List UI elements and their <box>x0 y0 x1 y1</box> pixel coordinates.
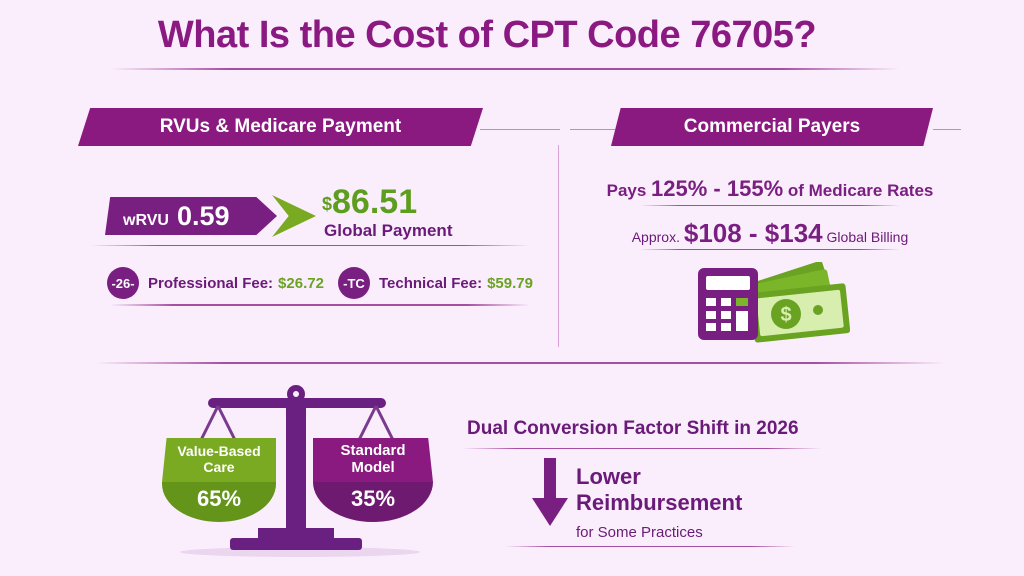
professional-fee-label: Professional Fee: <box>148 274 274 292</box>
impact-text: Lower Reimbursement <box>576 464 742 516</box>
impact-line1: Lower <box>576 464 641 489</box>
pan-label-line2: Model <box>351 459 395 476</box>
divider <box>640 249 900 250</box>
commercial-banner-label: Commercial Payers <box>683 116 861 137</box>
rate-percent-range: 125% - 155% <box>651 176 784 201</box>
calculator-icon <box>698 268 758 340</box>
currency-symbol: $ <box>322 194 333 214</box>
banner-rule <box>480 129 560 130</box>
divider <box>462 448 822 449</box>
section-divider-horizontal <box>95 362 945 364</box>
professional-fee: -26- Professional Fee: $26.72 <box>107 267 324 299</box>
divider <box>90 245 530 246</box>
billing-dollar-range: $108 - $134 <box>683 218 823 248</box>
arrow-down-icon <box>532 458 568 526</box>
medicare-section-banner: RVUs & Medicare Payment <box>78 108 483 146</box>
technical-fee: -TC Technical Fee: $59.79 <box>338 267 533 299</box>
value-based-care-pan: Value-Based Care 65% <box>162 438 276 522</box>
technical-fee-label: Technical Fee: <box>379 274 483 292</box>
global-payment-label: Global Payment <box>324 221 453 240</box>
professional-fee-amount: $26.72 <box>278 274 324 292</box>
divider <box>640 205 900 206</box>
impact-line2: Reimbursement <box>576 490 743 515</box>
wrvu-tag: wRVU 0.59 <box>105 197 277 235</box>
pan-label-line1: Standard <box>340 442 406 459</box>
medicare-banner-label: RVUs & Medicare Payment <box>159 116 402 137</box>
title-divider <box>110 68 900 70</box>
svg-text:$: $ <box>780 304 791 326</box>
global-payment-amount: 86.51 <box>332 183 418 221</box>
technical-fee-amount: $59.79 <box>487 274 533 292</box>
value-based-percent: 65% <box>162 482 276 522</box>
money-bills-icon: $ <box>750 262 850 343</box>
wrvu-value: 0.59 <box>176 201 230 231</box>
global-payment: $86.51 Global Payment <box>322 183 472 241</box>
commercial-rate-range: Pays 125% - 155% of Medicare Rates <box>606 176 934 201</box>
banner-rule <box>933 129 961 130</box>
section-divider <box>558 145 559 347</box>
divider <box>505 546 795 547</box>
standard-model-pan: Standard Model 35% <box>313 438 433 522</box>
impact-subtext: for Some Practices <box>576 524 703 541</box>
arrow-right-icon <box>272 195 316 237</box>
modifier-tc-badge: -TC <box>338 267 370 299</box>
divider <box>110 304 530 306</box>
page-title: What Is the Cost of CPT Code 76705? <box>157 14 817 56</box>
wrvu-label: wRVU <box>123 212 169 229</box>
commercial-section-banner: Commercial Payers <box>611 108 933 146</box>
calculator-money-icon: $ <box>698 262 850 343</box>
banner-rule <box>570 129 615 130</box>
commercial-billing-range: Approx. $108 - $134 Global Billing <box>631 218 909 248</box>
balance-scale-icon <box>180 385 420 557</box>
pan-label-line1: Value-Based <box>177 443 261 459</box>
standard-model-percent: 35% <box>313 482 433 522</box>
pan-label-line2: Care <box>203 459 235 475</box>
conversion-heading: Dual Conversion Factor Shift in 2026 <box>467 418 799 439</box>
modifier-26-badge: -26- <box>107 267 139 299</box>
